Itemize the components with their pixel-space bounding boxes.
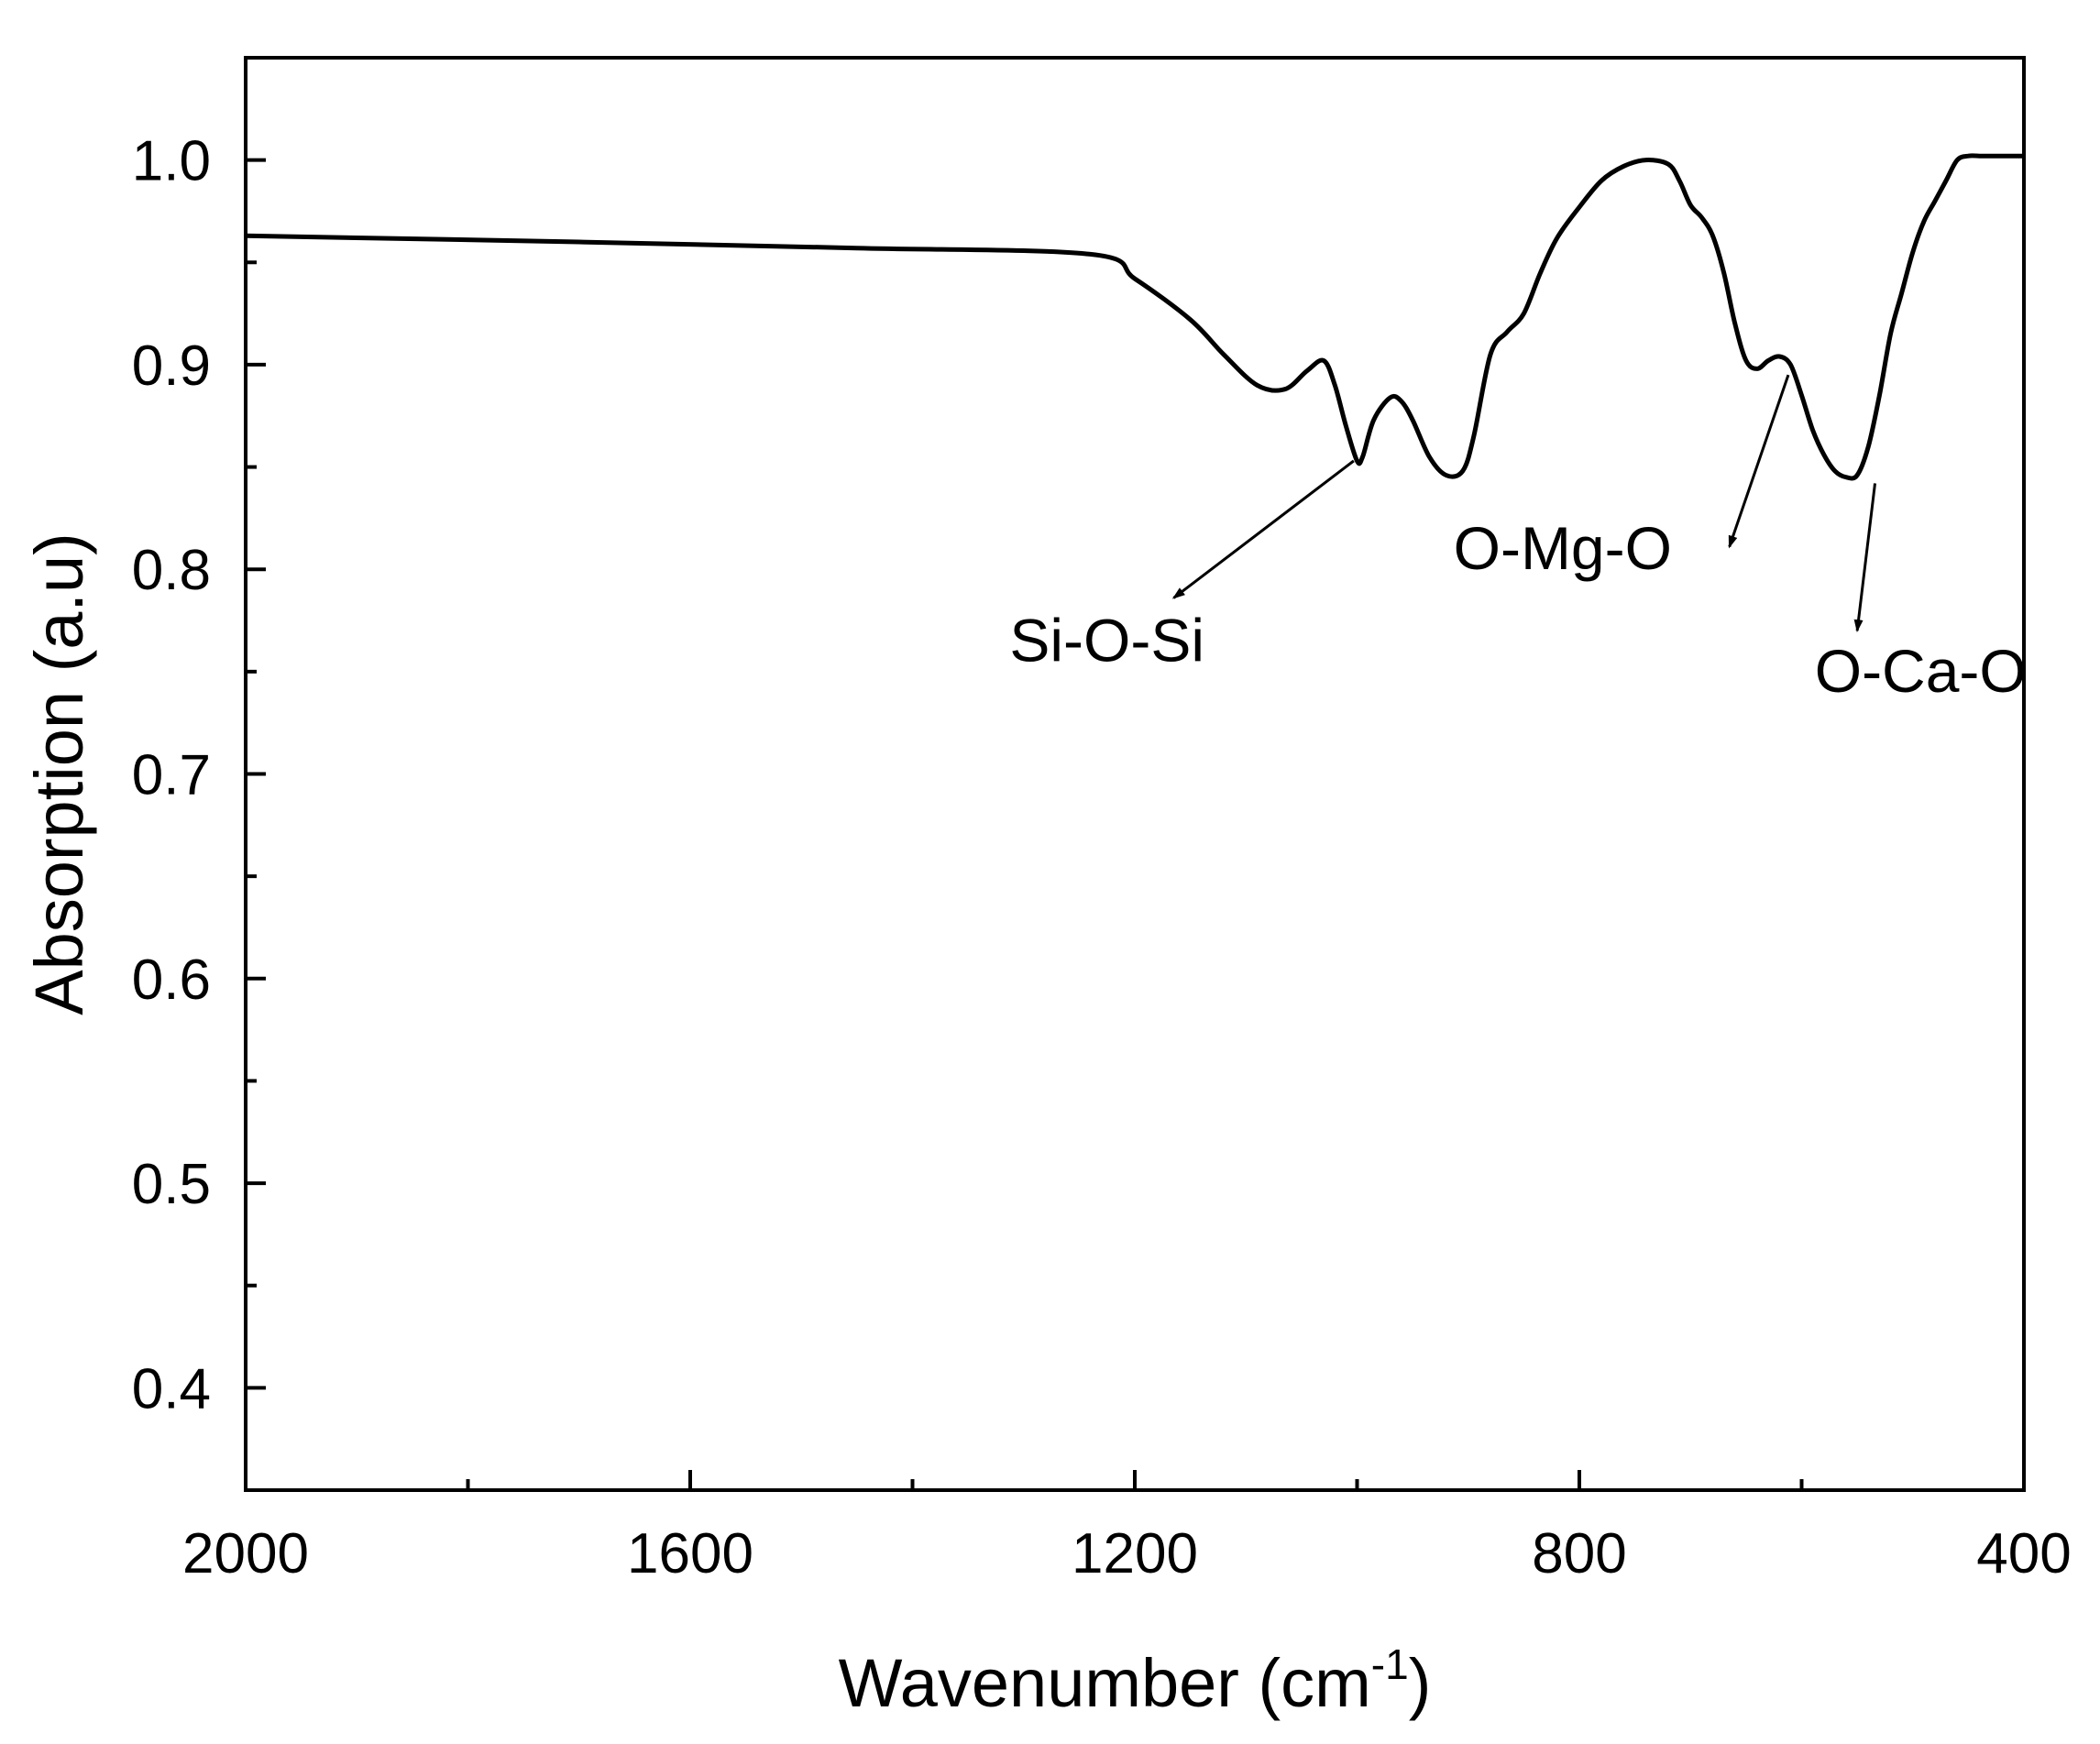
x-tick-label: 2000 [182,1522,309,1585]
plot-frame [244,56,2026,1492]
series-line-0 [245,153,2024,481]
axis-titles: Wavenumber (cm-1) Absorption (a.u) [21,532,1431,1721]
y-tick-label: 0.7 [132,744,211,807]
annotation-label: O-Ca-O [1815,637,2027,705]
x-tick-label: 1200 [1072,1522,1198,1585]
y-tick-label: 0.5 [132,1153,211,1216]
annotation-label: O-Mg-O [1454,514,1672,582]
y-tick-label: 0.9 [132,335,211,398]
annotation-arrow [1171,459,1355,599]
annotation-arrow [1728,374,1790,549]
y-tick-label: 0.6 [132,949,211,1012]
series-layer [245,153,2024,481]
x-tick-label: 1600 [627,1522,753,1585]
annotation-label: Si-O-Si [1009,607,1204,675]
y-tick-label: 0.8 [132,539,211,602]
y-axis-title: Absorption (a.u) [21,532,97,1015]
annotation-arrow [1853,483,1877,633]
annotations: Si-O-Si O-Mg-O O-Ca-O [1009,374,2027,705]
x-axis-title: Wavenumber (cm-1) [839,1640,1432,1721]
x-tick-label: 400 [1976,1522,2071,1585]
axes [244,56,2026,1492]
ticks: 2000 1600 1200 800 400 0.4 0.5 0.6 0.7 0.8 0.9 1.0 [132,130,2072,1585]
x-tick-label: 800 [1532,1522,1626,1585]
y-tick-label: 0.4 [132,1357,211,1420]
y-tick-label: 1.0 [132,130,211,193]
